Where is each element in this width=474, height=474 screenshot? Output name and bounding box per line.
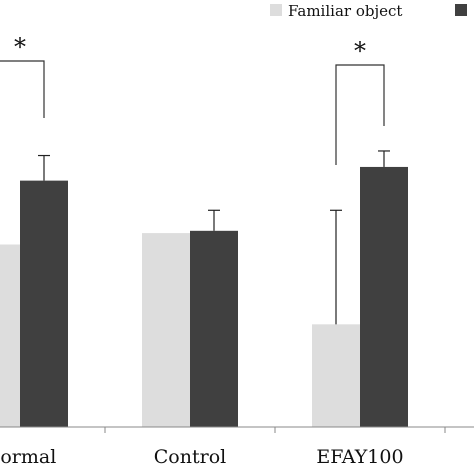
significance-star-normal: * xyxy=(14,33,26,61)
significance-star-efay100: * xyxy=(354,37,366,65)
significance-bracket-normal xyxy=(0,60,45,118)
significance-bracket-efay100 xyxy=(335,64,385,165)
error-bars-layer xyxy=(38,150,390,325)
bar-normal-series-1 xyxy=(0,244,20,427)
legend-swatch-series-2 xyxy=(455,4,467,16)
bar-control-series-2 xyxy=(190,230,238,427)
bar-efay100-series-1 xyxy=(312,324,360,427)
significance-layer: * * xyxy=(0,33,385,165)
x-ticks-layer: Normal Control EFAY100 xyxy=(0,427,446,468)
legend: Familiar object xyxy=(270,2,467,20)
bar-normal-series-2 xyxy=(20,180,68,427)
bar-efay100-series-2 xyxy=(360,166,408,427)
legend-swatch-familiar-object xyxy=(270,4,282,16)
bars-layer xyxy=(0,166,408,427)
x-tick-label-control: Control xyxy=(154,446,226,468)
legend-label-familiar-object: Familiar object xyxy=(288,2,402,20)
x-tick-label-normal: Normal xyxy=(0,446,56,468)
bar-control-series-1 xyxy=(142,233,190,427)
x-tick-label-efay100: EFAY100 xyxy=(316,446,403,468)
